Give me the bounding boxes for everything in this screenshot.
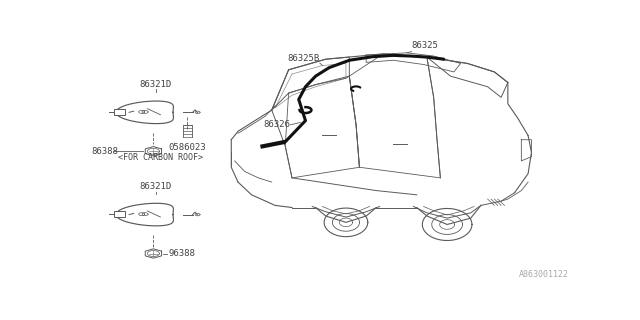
Text: A863001122: A863001122 xyxy=(518,270,568,279)
Text: 0586023: 0586023 xyxy=(168,143,206,152)
Text: 86321D: 86321D xyxy=(140,80,172,89)
FancyBboxPatch shape xyxy=(114,109,125,115)
Text: 86321D: 86321D xyxy=(140,182,172,191)
Text: 86325: 86325 xyxy=(412,41,438,50)
Text: 86325B: 86325B xyxy=(287,53,320,63)
FancyBboxPatch shape xyxy=(114,211,125,217)
Text: 86326: 86326 xyxy=(264,120,291,129)
Text: 86388: 86388 xyxy=(91,147,118,156)
Text: 96388: 96388 xyxy=(168,249,195,258)
Text: <FOR CARBON ROOF>: <FOR CARBON ROOF> xyxy=(118,153,204,162)
